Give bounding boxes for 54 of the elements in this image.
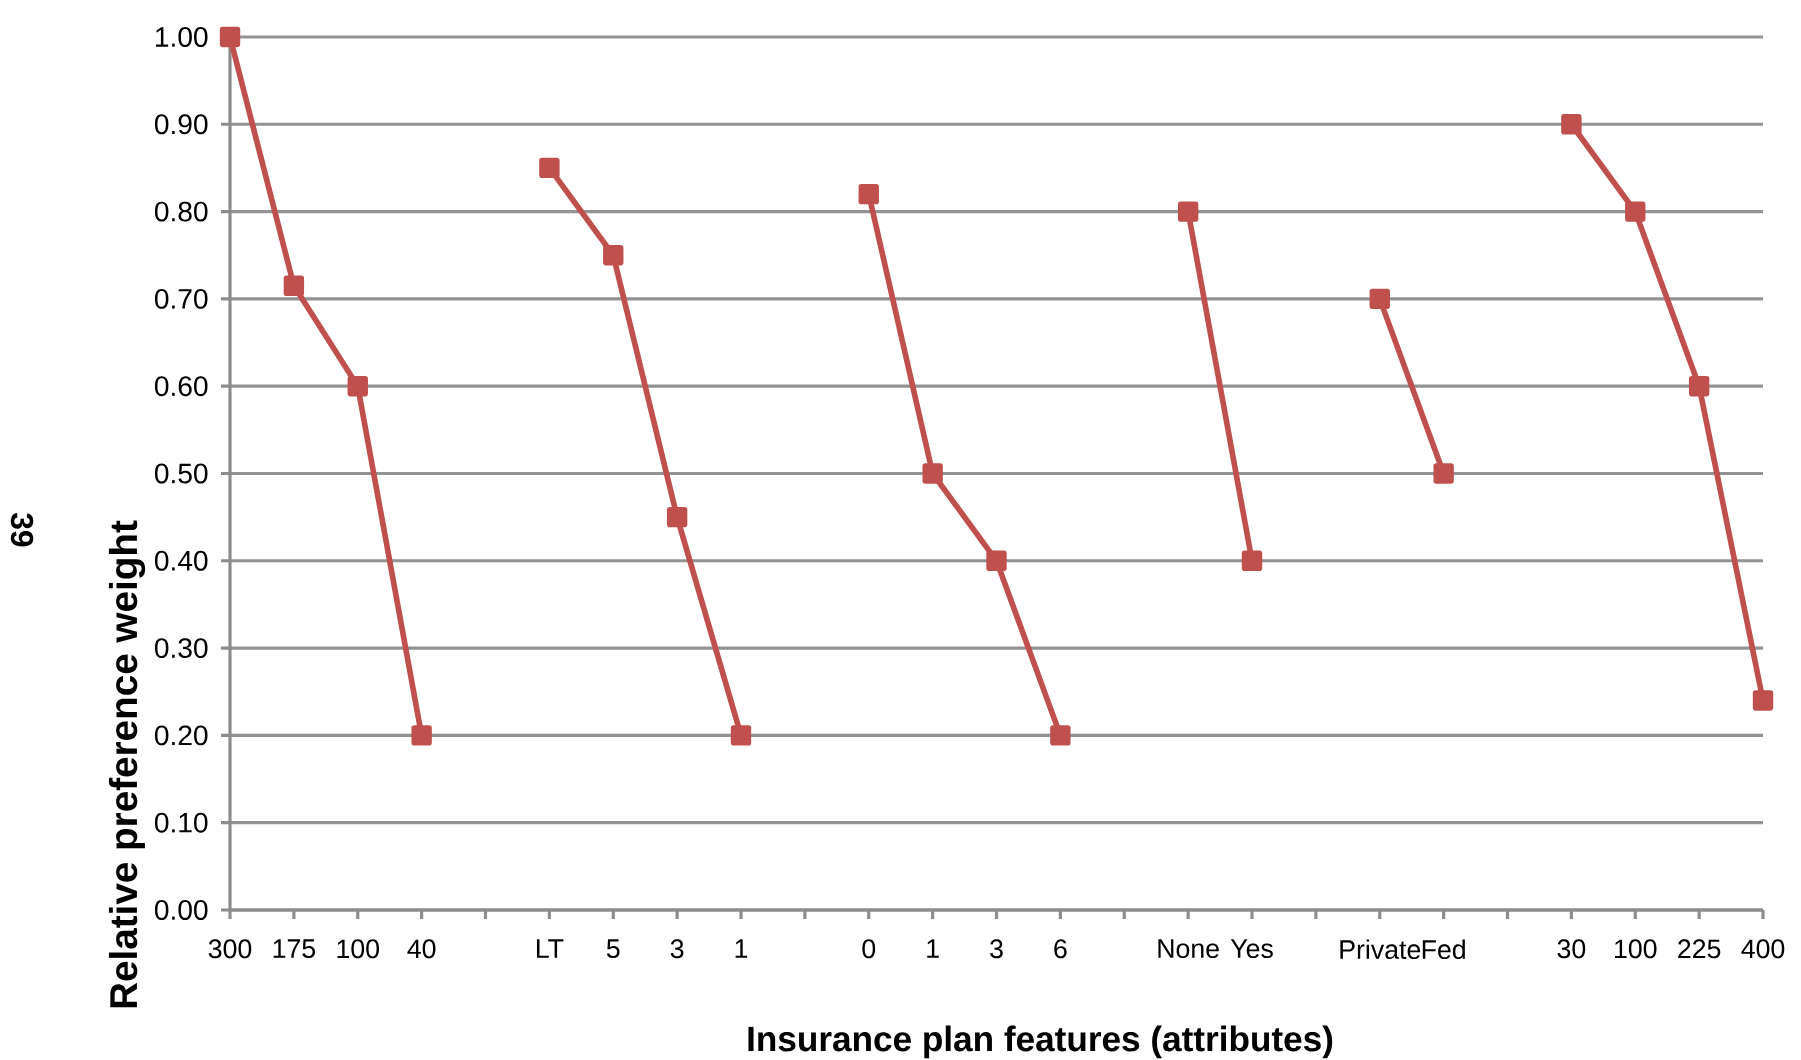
y-tick-label: 0.10 [154,812,208,833]
x-tick-label: LT [536,939,564,958]
x-tick-label: 3 [670,939,684,959]
x-tick-label: 400 [1741,939,1785,959]
x-tick-label: Yes [1230,939,1273,959]
point [730,725,752,746]
x-tick-label: 6 [1054,939,1067,959]
point [858,183,879,205]
point [1561,114,1582,135]
x-tick-label: 30 [1557,939,1586,959]
x-tick-label: None [1158,939,1219,959]
y-tick-label: 0.90 [154,114,208,135]
x-tick-label: 300 [208,939,252,959]
point [539,157,560,179]
x-tick-label: Fed [1422,939,1465,960]
point [411,725,432,746]
x-axis-title: Insurance plan features (attributes) [748,1025,1333,1059]
y-tick-label: 0.50 [154,463,208,484]
y-tick-label: 0.20 [154,725,208,746]
x-tick-label: 100 [337,939,380,959]
point [666,506,688,528]
point [1433,463,1454,484]
point [986,550,1007,571]
y-tick-label: 0.70 [154,288,208,309]
point [283,275,305,296]
x-tick-label: 100 [1615,939,1657,959]
x-tick-label: 1 [735,939,748,958]
point [1369,288,1390,310]
point [1177,201,1199,222]
point [219,26,241,48]
y-tick-label: 0.00 [154,900,208,920]
x-tick-label: 175 [273,939,316,959]
point [347,376,368,397]
y-axis-title: Relative preference weight [108,520,146,1008]
y-tick-label: 1.00 [156,27,208,47]
point [1241,550,1263,571]
y-tick-label: 0.40 [154,550,208,571]
x-tick-label: 225 [1678,939,1721,959]
point [922,463,943,484]
y-tick-label: 0.30 [154,638,208,659]
point [1625,201,1646,222]
x-tick-label: 3 [990,939,1003,959]
x-tick-label: 40 [407,939,436,959]
y-tick-label: 0.80 [154,201,208,222]
x-tick-label: 1 [927,939,939,958]
point [603,245,624,266]
x-tick-label: 5 [606,939,620,959]
point [1688,376,1710,397]
point [1752,690,1774,711]
text: 39 [10,513,34,547]
x-tick-label: 0 [862,939,876,959]
y-tick-label: 0.60 [154,376,208,397]
point [1050,725,1071,746]
x-tick-label: Private [1340,939,1421,960]
